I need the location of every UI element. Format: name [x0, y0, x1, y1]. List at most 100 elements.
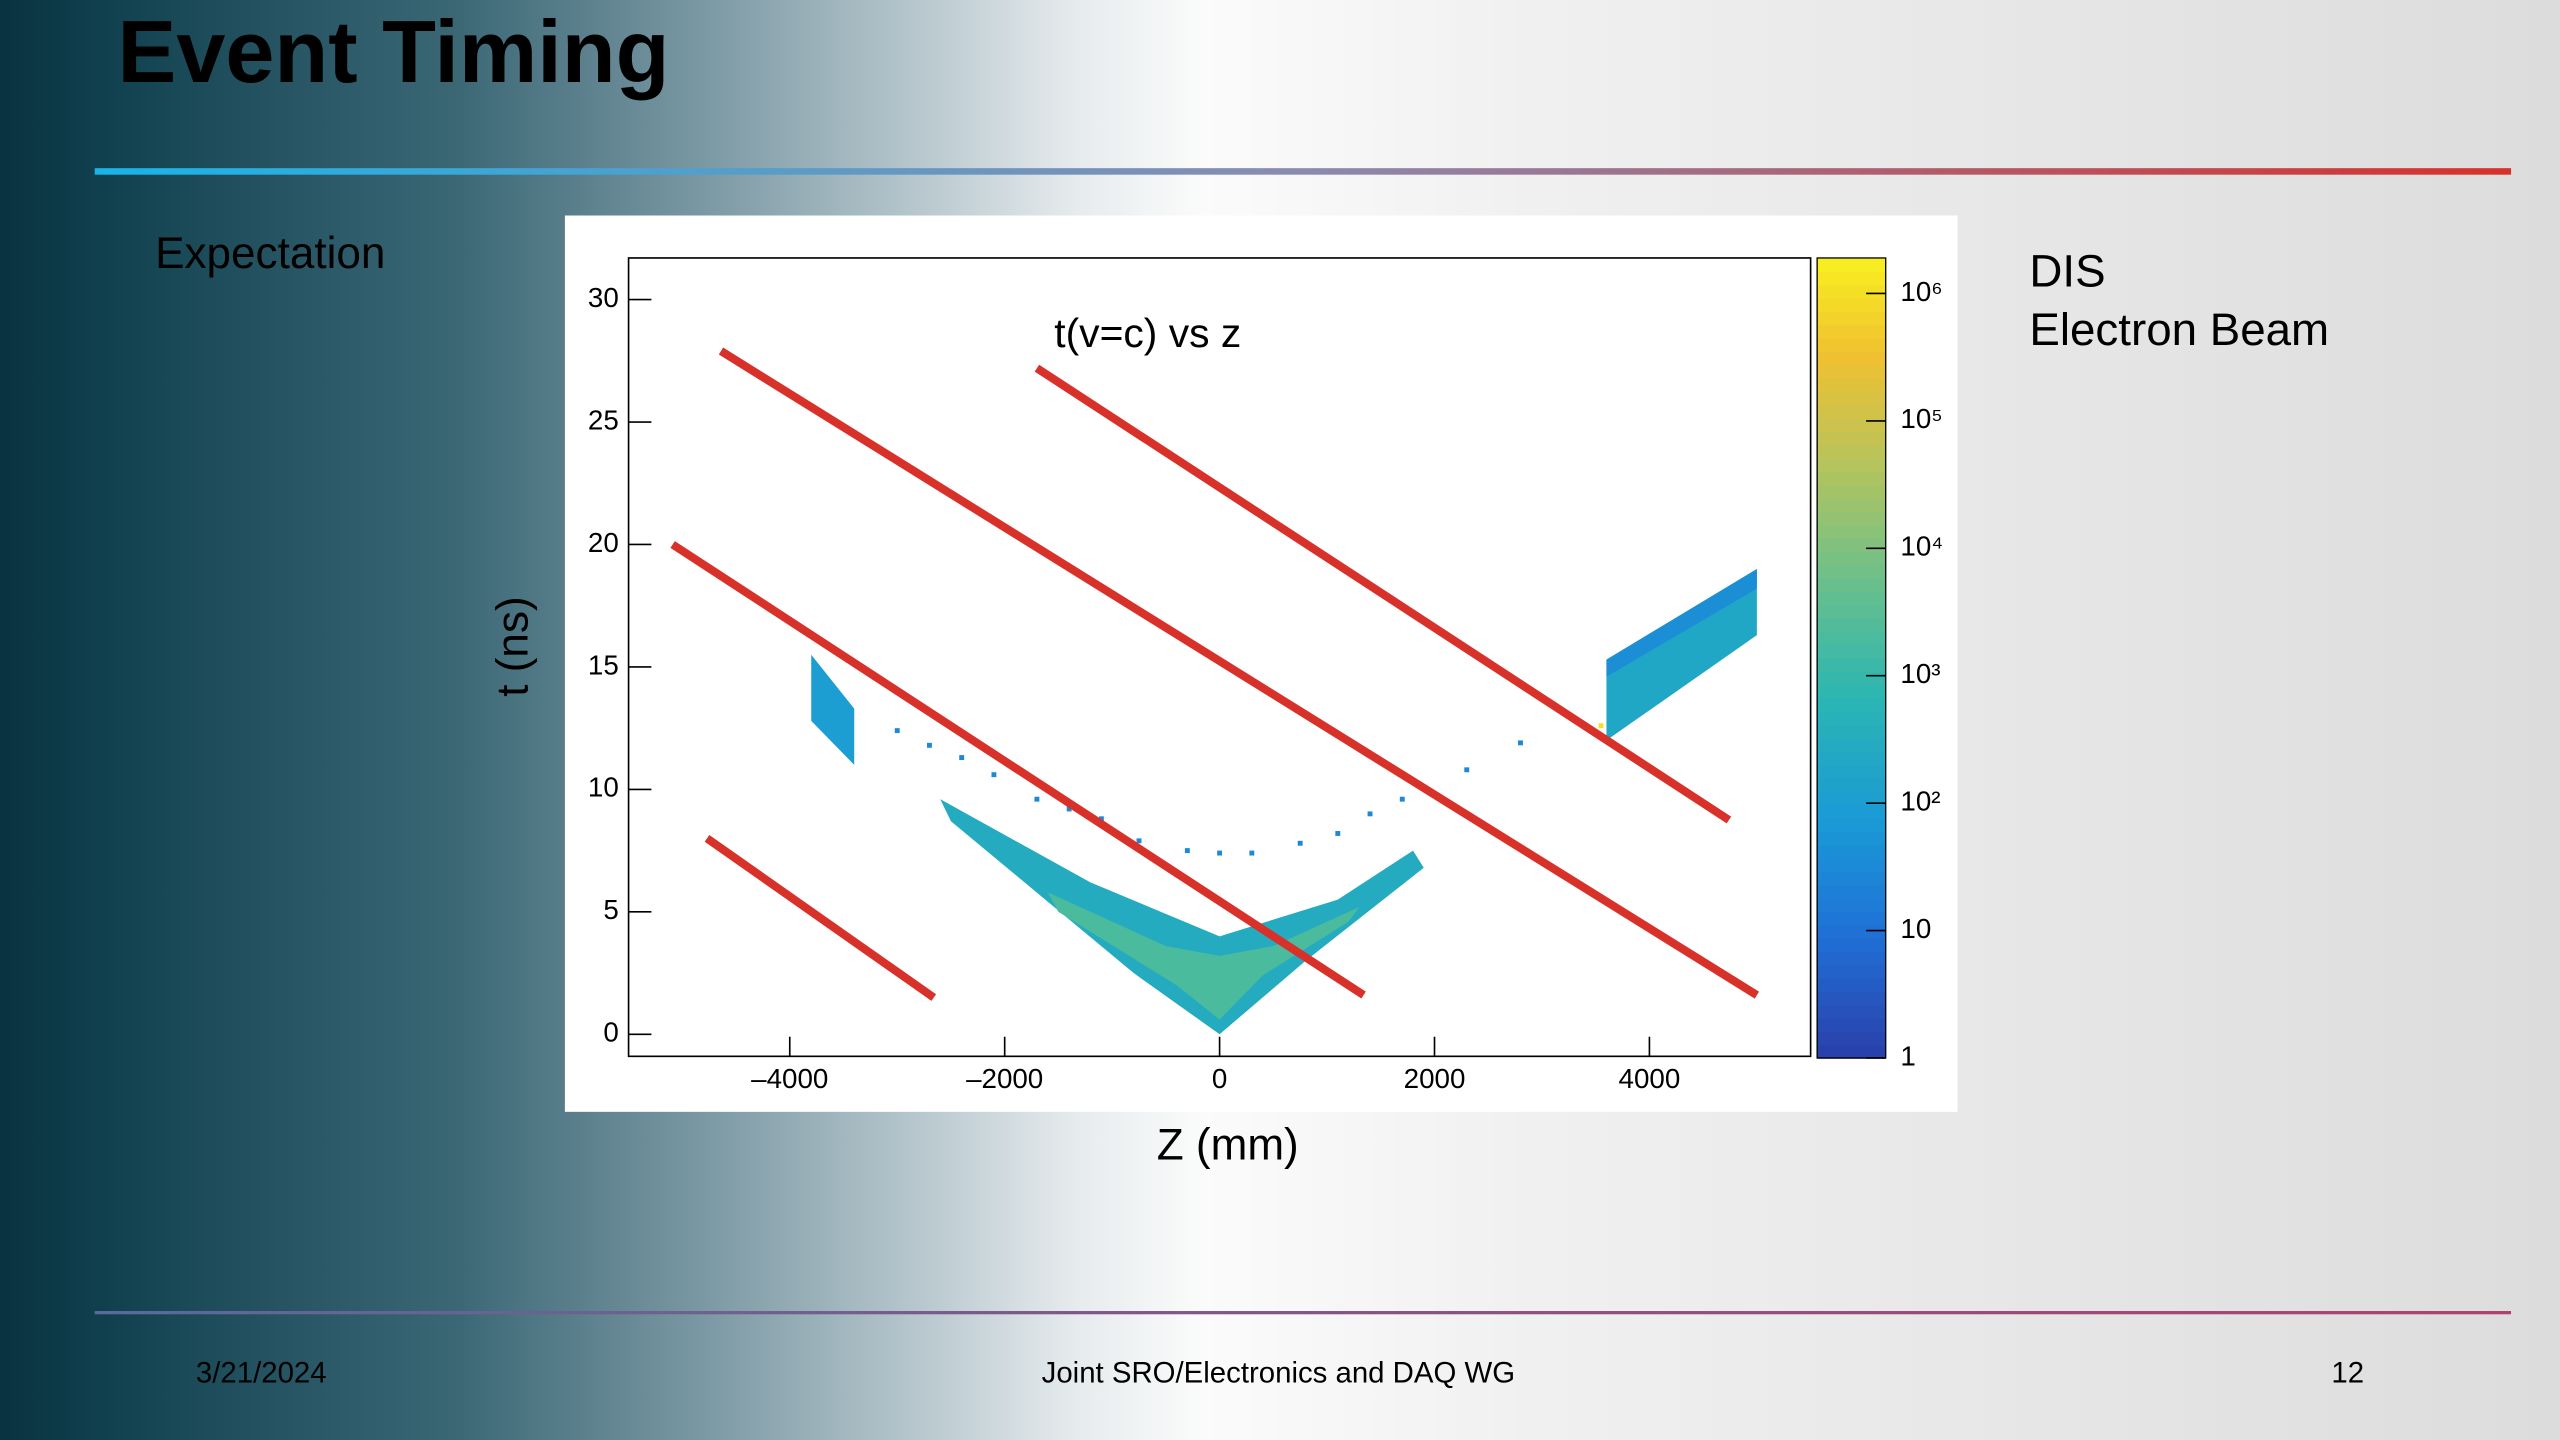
- colorbar-cell: [1817, 657, 1886, 673]
- y-axis-label: t (ns): [489, 596, 538, 696]
- footer-rule: [94, 1311, 2512, 1315]
- z-tick-label: 10⁴: [1900, 531, 1943, 562]
- density-cell: [959, 755, 965, 760]
- colorbar-cell: [1817, 324, 1886, 339]
- colorbar-cell: [1817, 1044, 1886, 1059]
- y-tick-label: 5: [603, 894, 618, 925]
- colorbar-cell: [1817, 791, 1886, 806]
- y-tick-label: 20: [588, 527, 619, 558]
- x-tick-label: 4000: [1619, 1063, 1681, 1094]
- density-cell: [1399, 796, 1405, 802]
- x-tick-label: 0: [1212, 1063, 1227, 1094]
- colorbar-cell: [1817, 951, 1886, 966]
- colorbar-cell: [1817, 337, 1886, 353]
- colorbar-cell: [1817, 684, 1886, 699]
- colorbar-cell: [1817, 604, 1886, 619]
- colorbar-cell: [1817, 924, 1886, 939]
- colorbar-cell: [1817, 871, 1886, 886]
- colorbar-cell: [1817, 551, 1886, 566]
- colorbar-cell: [1817, 537, 1886, 553]
- y-tick-label: 10: [588, 772, 619, 803]
- colorbar-cell: [1817, 1031, 1886, 1046]
- x-tick-label: –4000: [751, 1063, 828, 1094]
- colorbar-cell: [1817, 697, 1886, 713]
- density-cell: [1217, 850, 1223, 856]
- colorbar-cell: [1817, 804, 1886, 819]
- colorbar-cell: [1817, 511, 1886, 526]
- colorbar-cell: [1817, 911, 1886, 926]
- colorbar-cell: [1817, 737, 1886, 753]
- colorbar-cell: [1817, 897, 1886, 913]
- y-tick-label: 30: [588, 282, 619, 313]
- density-cell: [1518, 740, 1523, 746]
- colorbar-cell: [1817, 497, 1886, 513]
- colorbar-cell: [1817, 644, 1886, 659]
- colorbar-cell: [1817, 524, 1886, 539]
- colorbar-cell: [1817, 284, 1886, 299]
- z-tick-label: 10³: [1900, 658, 1940, 689]
- colorbar-cell: [1817, 817, 1886, 833]
- colorbar-cell: [1817, 964, 1886, 979]
- z-tick-label: 10⁶: [1900, 276, 1942, 307]
- colorbar-cell: [1817, 431, 1886, 446]
- colorbar-cell: [1817, 831, 1886, 846]
- header-rule: [94, 168, 2512, 175]
- footer-center: Joint SRO/Electronics and DAQ WG: [1042, 1356, 1515, 1389]
- page-number: 12: [2331, 1356, 2364, 1389]
- footer-date: 3/21/2024: [196, 1356, 327, 1389]
- colorbar-cell: [1817, 631, 1886, 646]
- density-cell: [1136, 838, 1142, 844]
- colorbar-cell: [1817, 764, 1886, 779]
- colorbar-cell: [1817, 1017, 1886, 1033]
- colorbar-cell: [1817, 1004, 1886, 1019]
- z-tick-label: 10: [1900, 913, 1931, 944]
- colorbar-cell: [1817, 471, 1886, 486]
- timing-line: [670, 541, 1366, 999]
- density-cell: [1249, 850, 1255, 856]
- density-region: [1606, 568, 1757, 741]
- colorbar-cell: [1817, 311, 1886, 326]
- density-region: [811, 654, 855, 765]
- colorbar-cell: [1817, 884, 1886, 899]
- colorbar-cell: [1817, 617, 1886, 633]
- slide-title: Event Timing: [118, 2, 670, 101]
- timing-line: [718, 347, 1760, 999]
- timing-line: [1034, 364, 1732, 824]
- y-tick-label: 15: [588, 649, 619, 680]
- density-cell: [1066, 806, 1072, 812]
- density-cell: [1184, 848, 1190, 854]
- colorbar-cell: [1817, 391, 1886, 406]
- colorbar-cell: [1817, 977, 1886, 993]
- density-cell: [1098, 816, 1104, 822]
- density-cell: [991, 772, 997, 778]
- colorbar-cell: [1817, 671, 1886, 686]
- body-label: Expectation: [155, 229, 385, 278]
- x-axis-label: Z (mm): [1157, 1120, 1299, 1169]
- colorbar-cell: [1817, 457, 1886, 473]
- colorbar-cell: [1817, 751, 1886, 766]
- colorbar-cell: [1817, 857, 1886, 873]
- density-cell: [927, 742, 932, 748]
- colorbar-cell: [1817, 777, 1886, 793]
- density-cell: [1464, 767, 1470, 773]
- z-tick-label: 10²: [1900, 785, 1940, 816]
- density-cell: [1297, 840, 1303, 846]
- density-cell: [1335, 831, 1341, 836]
- colorbar-cell: [1817, 444, 1886, 459]
- colorbar-cell: [1817, 577, 1886, 593]
- z-tick-label: 1: [1900, 1040, 1915, 1071]
- colorbar-cell: [1817, 377, 1886, 393]
- colorbar-cell: [1817, 711, 1886, 726]
- x-tick-label: 2000: [1404, 1063, 1466, 1094]
- colorbar-cell: [1817, 991, 1886, 1006]
- colorbar-frame: [1816, 257, 1887, 1059]
- legend-item: Electron Beam: [2029, 304, 2329, 355]
- colorbar-cell: [1817, 351, 1886, 366]
- colorbar-cell: [1817, 297, 1886, 313]
- colorbar-cell: [1817, 364, 1886, 379]
- colorbar-cell: [1817, 844, 1886, 859]
- colorbar-cell: [1817, 591, 1886, 606]
- colorbar-cell: [1817, 724, 1886, 739]
